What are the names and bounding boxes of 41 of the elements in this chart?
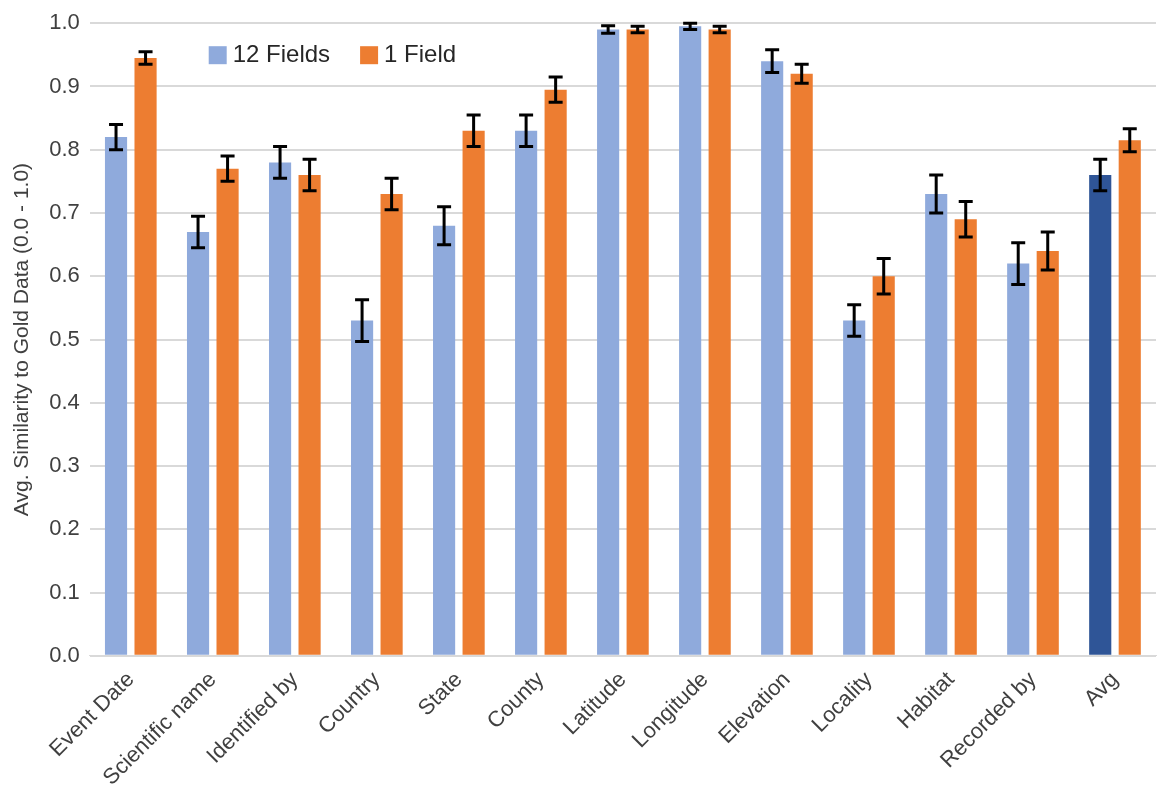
- bar: [925, 194, 948, 655]
- bar: [1036, 250, 1059, 655]
- bar: [134, 58, 157, 655]
- bar: [761, 61, 784, 655]
- bar: [515, 130, 538, 655]
- y-tick-label: 0.0: [49, 641, 80, 667]
- y-tick-label: 0.7: [49, 199, 80, 225]
- y-tick-label: 0.3: [49, 452, 80, 478]
- bar: [708, 29, 731, 655]
- bar: [216, 168, 239, 655]
- y-tick-label: 0.5: [49, 325, 80, 351]
- bar: [298, 175, 321, 655]
- bar: [626, 29, 649, 655]
- y-tick-label: 0.2: [49, 515, 80, 541]
- bar: [843, 320, 866, 655]
- y-tick-label: 1.0: [49, 9, 80, 35]
- legend-label: 12 Fields: [232, 39, 331, 67]
- bar: [1118, 140, 1141, 655]
- bar: [679, 26, 702, 655]
- y-tick-label: 0.6: [49, 262, 80, 288]
- bar: [1007, 263, 1030, 655]
- bar: [104, 137, 128, 655]
- bar: [790, 73, 813, 655]
- bar: [1089, 175, 1112, 655]
- bar: [380, 194, 403, 655]
- bar: [433, 225, 456, 655]
- y-tick-label: 0.1: [49, 578, 80, 604]
- y-tick-label: 0.9: [49, 72, 80, 98]
- bar: [462, 130, 485, 655]
- y-tick-label: 0.4: [49, 388, 80, 414]
- bar: [954, 219, 977, 655]
- bar: [186, 231, 210, 655]
- y-tick-label: 0.8: [49, 135, 80, 161]
- x-tick-label: Avg: [1078, 666, 1123, 711]
- bar: [351, 320, 374, 655]
- bar: [268, 162, 292, 655]
- y-axis-title: Avg. Similarity to Gold Data (0.0 - 1.0): [9, 162, 33, 517]
- bar: [597, 29, 620, 655]
- bar: [544, 89, 567, 655]
- legend-label: 1 Field: [384, 39, 457, 67]
- bar: [872, 276, 895, 655]
